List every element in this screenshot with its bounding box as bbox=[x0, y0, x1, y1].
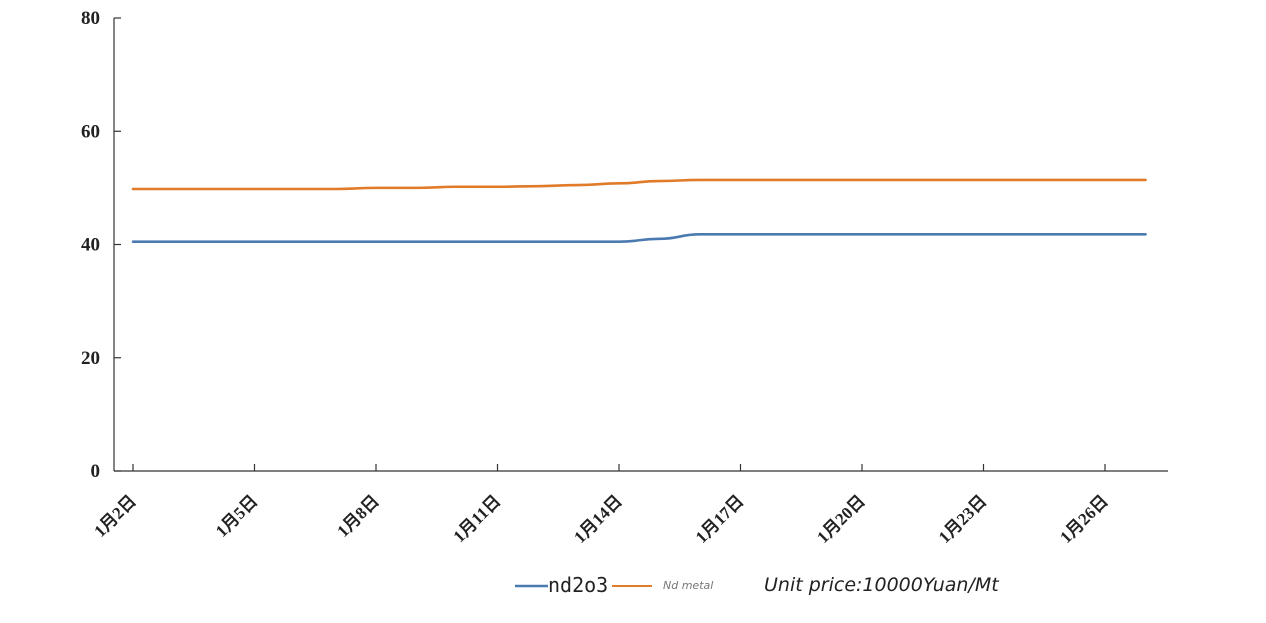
legend-nd2o3-label: nd2o3 bbox=[548, 573, 608, 597]
series-lines bbox=[131, 178, 1147, 243]
y-axis-ticks: 0 20 40 60 80 bbox=[81, 8, 121, 482]
series-line-nd2o3 bbox=[131, 233, 1147, 243]
y-tick-label: 20 bbox=[81, 348, 100, 369]
x-tick-label: 1月26日 bbox=[1056, 491, 1112, 547]
x-tick-label: 1月20日 bbox=[813, 491, 869, 547]
x-tick-label: 1月2日 bbox=[90, 491, 139, 540]
y-tick-label: 60 bbox=[81, 121, 100, 142]
y-tick-label: 80 bbox=[81, 8, 100, 29]
x-tick-label: 1月14日 bbox=[570, 491, 626, 547]
legend: nd2o3 Nd metal bbox=[515, 573, 713, 597]
legend-nd-metal-label: Nd metal bbox=[663, 579, 713, 592]
y-tick-label: 40 bbox=[81, 235, 100, 256]
x-axis-ticks: 1月2日 1月5日 1月8日 1月11日 1月14日 1月17日 1月20日 1月23日 1月2… bbox=[90, 464, 1112, 547]
chart-axes bbox=[113, 18, 1168, 472]
unit-price-note: Unit price:10000Yuan/Mt bbox=[764, 574, 1000, 596]
x-tick-label: 1月8日 bbox=[333, 491, 382, 540]
x-tick-label: 1月11日 bbox=[449, 491, 504, 546]
series-line-nd-metal bbox=[131, 178, 1147, 191]
x-tick-label: 1月5日 bbox=[212, 491, 261, 540]
x-tick-label: 1月23日 bbox=[935, 491, 991, 547]
y-tick-label: 0 bbox=[91, 461, 101, 482]
x-tick-label: 1月17日 bbox=[692, 491, 748, 547]
